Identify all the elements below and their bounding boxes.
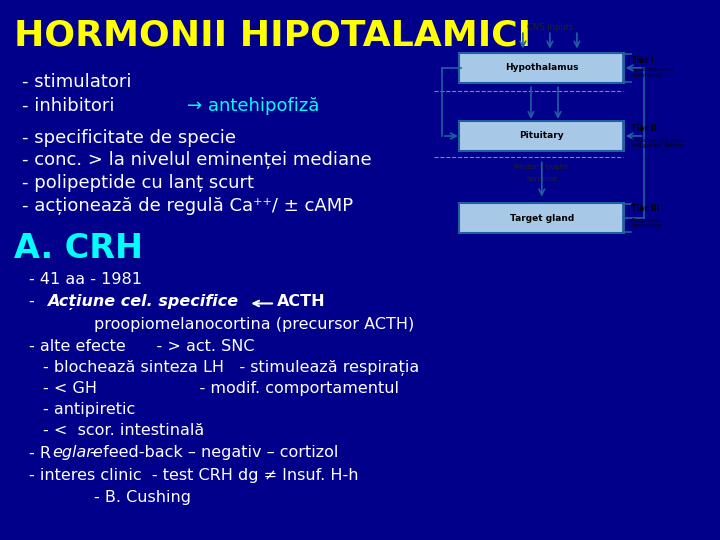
FancyBboxPatch shape (459, 121, 624, 151)
Text: CNS Inputs: CNS Inputs (527, 23, 573, 32)
Text: Peripheral
hormones: Peripheral hormones (631, 218, 663, 228)
Text: - conc. > la nivelul eminenței mediane: - conc. > la nivelul eminenței mediane (22, 151, 372, 169)
Text: hormone: hormone (526, 176, 557, 182)
Text: Tier I: Tier I (631, 56, 654, 65)
Text: - antipiretic: - antipiretic (43, 402, 135, 417)
Text: Tier III: Tier III (631, 204, 659, 213)
Text: - acționează de regulă Ca⁺⁺/ ± cAMP: - acționează de regulă Ca⁺⁺/ ± cAMP (22, 197, 353, 214)
Text: HORMONII HIPOTALAMICI: HORMONII HIPOTALAMICI (14, 19, 531, 53)
Text: Hypothalamus: Hypothalamus (505, 63, 579, 72)
Text: Acțiune cel. specifice: Acțiune cel. specifice (47, 294, 238, 310)
Text: ACTH: ACTH (277, 294, 326, 309)
Text: eglare: eglare (53, 446, 103, 461)
Text: - 41 aa - 1981: - 41 aa - 1981 (29, 272, 142, 287)
Text: – feed-back – negativ – cortizol: – feed-back – negativ – cortizol (90, 446, 338, 461)
Text: Target gland: Target gland (510, 214, 574, 222)
Text: - polipeptide cu lanț scurt: - polipeptide cu lanț scurt (22, 174, 253, 192)
Text: Paracrine cytokines
and growth factors: Paracrine cytokines and growth factors (631, 138, 685, 148)
Text: - < GH                    - modif. comportamentul: - < GH - modif. comportamentul (43, 381, 399, 396)
Text: - inhibitori: - inhibitori (22, 97, 114, 115)
Text: - stimulatori: - stimulatori (22, 73, 131, 91)
Text: A. CRH: A. CRH (14, 232, 143, 265)
FancyBboxPatch shape (459, 52, 624, 83)
Text: Pituitary trophic: Pituitary trophic (514, 164, 570, 170)
Text: - R: - R (29, 446, 51, 461)
Text: Hypothalamic
hormones: Hypothalamic hormones (631, 67, 675, 78)
FancyBboxPatch shape (459, 203, 624, 233)
Text: - B. Cushing: - B. Cushing (94, 490, 191, 505)
Text: Tier II: Tier II (631, 124, 656, 133)
Text: Pituitary: Pituitary (520, 132, 564, 140)
Text: proopiomelanocortina (precursor ACTH): proopiomelanocortina (precursor ACTH) (94, 317, 414, 332)
Text: - <  scor. intestinală: - < scor. intestinală (43, 423, 204, 438)
Text: -: - (29, 294, 40, 309)
Text: - interes clinic  - test CRH dg ≠ Insuf. H-h: - interes clinic - test CRH dg ≠ Insuf. … (29, 468, 359, 483)
Text: - alte efecte      - > act. SNC: - alte efecte - > act. SNC (29, 339, 254, 354)
Text: - blochează sinteza LH   - stimulează respirația: - blochează sinteza LH - stimulează resp… (43, 360, 420, 376)
Text: → antehipofiză: → antehipofiză (187, 97, 320, 115)
Text: - specificitate de specie: - specificitate de specie (22, 129, 235, 146)
